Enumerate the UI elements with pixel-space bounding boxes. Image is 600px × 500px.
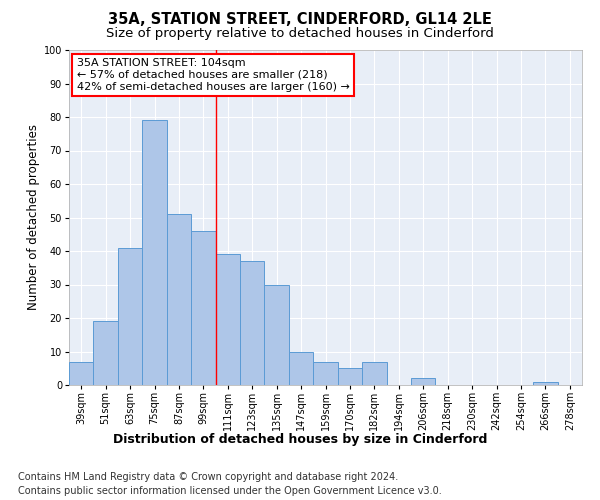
Bar (142, 120, 167, 385)
Bar (265, 284, 289, 385)
Text: Distribution of detached houses by size in Cinderford: Distribution of detached houses by size … (113, 432, 487, 446)
Y-axis label: Number of detached properties: Number of detached properties (26, 124, 40, 310)
Bar (167, 214, 191, 385)
Bar (118, 248, 142, 385)
Text: 35A STATION STREET: 104sqm
← 57% of detached houses are smaller (218)
42% of sem: 35A STATION STREET: 104sqm ← 57% of deta… (77, 58, 350, 92)
Bar (94, 322, 118, 385)
Bar (411, 378, 436, 385)
Text: Contains public sector information licensed under the Open Government Licence v3: Contains public sector information licen… (18, 486, 442, 496)
Text: 35A, STATION STREET, CINDERFORD, GL14 2LE: 35A, STATION STREET, CINDERFORD, GL14 2L… (108, 12, 492, 28)
Bar (215, 254, 240, 385)
Bar (362, 362, 386, 385)
Bar (240, 261, 265, 385)
Text: Contains HM Land Registry data © Crown copyright and database right 2024.: Contains HM Land Registry data © Crown c… (18, 472, 398, 482)
Bar (289, 352, 313, 385)
Bar (313, 362, 338, 385)
Bar (533, 382, 557, 385)
Bar (69, 362, 94, 385)
Text: Size of property relative to detached houses in Cinderford: Size of property relative to detached ho… (106, 28, 494, 40)
Bar (338, 368, 362, 385)
Bar (191, 231, 215, 385)
